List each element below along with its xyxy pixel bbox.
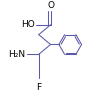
Text: H₂N: H₂N — [8, 50, 26, 59]
Text: O: O — [47, 1, 54, 10]
Text: HO: HO — [22, 20, 35, 29]
Text: F: F — [36, 83, 41, 92]
